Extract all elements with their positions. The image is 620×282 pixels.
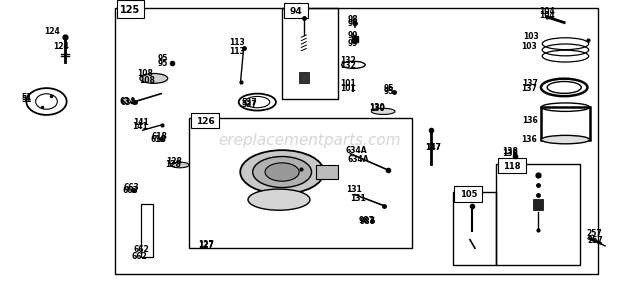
Text: 99: 99 [347,39,358,48]
Text: 130: 130 [369,103,384,112]
Text: 130: 130 [369,104,384,113]
Ellipse shape [248,189,310,210]
Bar [189,118,412,248]
Text: 113: 113 [229,47,245,56]
Bar [115,8,598,274]
Text: 131: 131 [350,194,366,203]
Ellipse shape [140,74,167,83]
Bar [496,164,580,265]
Text: 618: 618 [152,132,168,141]
Text: 95: 95 [158,54,169,63]
Bar [299,72,309,83]
Text: 147: 147 [425,143,441,152]
Bar [284,3,308,18]
Text: 95: 95 [383,87,394,96]
Text: 663: 663 [124,183,140,192]
Text: 634: 634 [119,97,135,106]
Text: 105: 105 [459,190,477,199]
Text: 136: 136 [521,135,536,144]
Text: 136: 136 [522,116,538,125]
Bar [533,199,543,210]
Text: 98: 98 [347,15,358,24]
Text: 537: 537 [242,98,257,107]
Text: 141: 141 [132,122,148,131]
Text: 537: 537 [242,100,257,109]
Text: 127: 127 [198,240,215,249]
Text: 113: 113 [229,38,245,47]
Ellipse shape [371,108,395,114]
Text: 987: 987 [358,216,374,225]
Text: 108: 108 [140,76,156,85]
Bar [316,165,338,179]
Text: 137: 137 [521,84,537,93]
Text: 147: 147 [425,143,441,152]
Text: 138: 138 [502,147,518,156]
Text: 662: 662 [133,245,149,254]
Bar [141,204,153,257]
Text: 987: 987 [360,217,376,226]
Ellipse shape [265,163,299,181]
Bar [454,186,482,202]
Text: 126: 126 [195,117,215,126]
Text: 132: 132 [340,56,355,65]
Text: 118: 118 [503,162,521,171]
Ellipse shape [541,135,590,144]
Text: 137: 137 [522,79,538,88]
Text: 634: 634 [121,98,136,107]
Text: 98: 98 [347,19,358,28]
Text: ereplacementparts.com: ereplacementparts.com [219,133,401,149]
Text: 257: 257 [587,229,602,238]
Text: 101: 101 [340,84,355,93]
Text: 127: 127 [198,241,215,250]
Text: 131: 131 [346,185,361,194]
Text: 104: 104 [539,11,555,20]
Ellipse shape [241,150,324,194]
Bar [191,113,219,128]
Text: 634A: 634A [347,155,369,164]
Text: 125: 125 [120,5,141,15]
Text: 138: 138 [502,149,518,158]
Bar [453,192,496,265]
Text: 101: 101 [340,79,355,88]
Text: 634A: 634A [346,146,368,155]
Bar [117,0,144,18]
Text: 51: 51 [22,95,32,104]
Bar [282,8,338,99]
Text: 132: 132 [340,61,355,70]
Text: 99: 99 [347,31,358,40]
Ellipse shape [253,157,312,188]
Text: 128: 128 [166,160,182,169]
Text: 124: 124 [45,27,60,36]
Text: 662: 662 [131,252,147,261]
Text: 663: 663 [122,186,138,195]
Text: 95: 95 [158,59,169,68]
Ellipse shape [170,162,189,168]
Text: 618: 618 [150,135,166,144]
Text: 51: 51 [21,93,32,102]
Text: 257: 257 [588,236,603,245]
Text: 95: 95 [383,84,394,93]
Text: 141: 141 [133,118,149,127]
Text: 103: 103 [521,42,536,51]
Text: 104: 104 [539,7,555,16]
Text: 124: 124 [53,42,68,51]
Bar [498,158,526,173]
Text: 128: 128 [166,157,182,166]
Text: 103: 103 [523,32,538,41]
Text: 94: 94 [290,7,302,16]
Bar [541,107,590,140]
Text: 108: 108 [138,69,154,78]
